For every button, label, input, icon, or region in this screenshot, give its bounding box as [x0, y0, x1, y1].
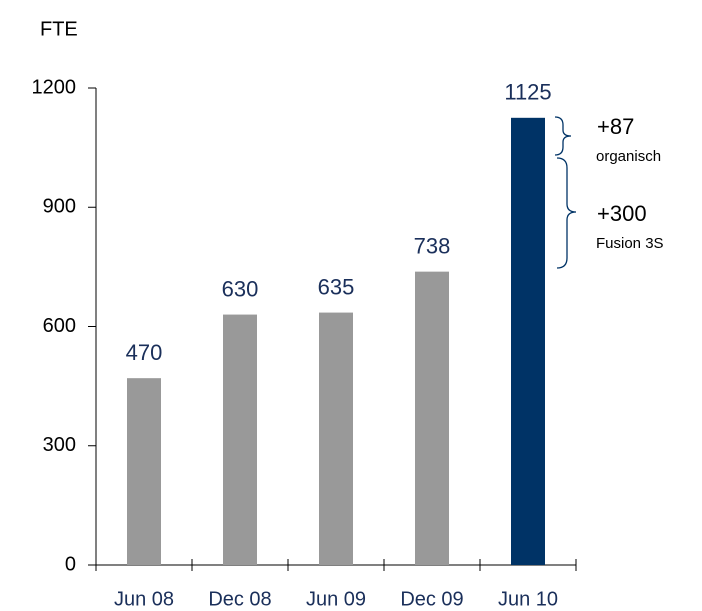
y-axis-label: FTE — [40, 18, 78, 40]
bar — [127, 378, 161, 565]
annotation-text: organisch — [596, 148, 661, 165]
bar — [511, 117, 545, 565]
y-tick-label: 900 — [43, 196, 76, 218]
data-label: 635 — [318, 274, 355, 299]
y-tick-label: 300 — [43, 434, 76, 456]
annotation-text: Fusion 3S — [596, 235, 664, 252]
x-tick-label: Jun 10 — [498, 588, 558, 610]
x-tick-label: Dec 09 — [400, 588, 463, 610]
x-tick-label: Jun 08 — [114, 588, 174, 610]
x-tick-label: Jun 09 — [306, 588, 366, 610]
data-label: 738 — [414, 233, 451, 258]
x-tick-label: Dec 08 — [208, 588, 271, 610]
y-tick-label: 1200 — [32, 76, 77, 98]
bar — [319, 312, 353, 565]
brace — [556, 157, 577, 269]
annotation-value: +300 — [597, 201, 647, 226]
data-label: 1125 — [504, 80, 551, 105]
bar — [223, 314, 257, 565]
data-label: 630 — [222, 276, 259, 301]
y-tick-label: 0 — [65, 553, 76, 575]
brace — [554, 116, 572, 156]
bar — [415, 271, 449, 565]
data-label: 470 — [126, 340, 163, 365]
y-tick-label: 600 — [43, 315, 76, 337]
annotation-value: +87 — [597, 114, 634, 139]
